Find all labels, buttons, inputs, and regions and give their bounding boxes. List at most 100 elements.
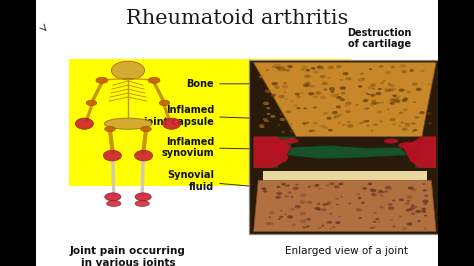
Circle shape (408, 186, 414, 190)
Circle shape (366, 107, 369, 109)
Circle shape (335, 198, 339, 200)
Circle shape (380, 194, 383, 197)
Circle shape (379, 206, 384, 209)
Circle shape (428, 84, 431, 85)
Circle shape (320, 96, 326, 99)
Circle shape (332, 226, 336, 228)
Circle shape (390, 88, 396, 91)
Circle shape (381, 82, 384, 84)
Circle shape (392, 200, 396, 202)
Text: Inflamed
joint capsule: Inflamed joint capsule (143, 105, 256, 127)
Circle shape (371, 102, 377, 105)
Circle shape (398, 125, 401, 127)
Circle shape (338, 114, 342, 116)
Circle shape (369, 103, 375, 106)
Circle shape (312, 95, 318, 98)
Circle shape (338, 183, 342, 185)
Circle shape (329, 213, 332, 215)
Circle shape (322, 203, 328, 206)
Circle shape (315, 207, 320, 210)
Circle shape (388, 89, 393, 91)
Circle shape (411, 206, 416, 209)
Circle shape (400, 64, 406, 68)
Circle shape (263, 102, 269, 105)
Circle shape (310, 92, 313, 93)
Circle shape (282, 69, 285, 72)
Circle shape (334, 117, 337, 118)
Bar (0, 0, 36, 266)
Circle shape (406, 209, 411, 212)
Circle shape (258, 124, 264, 127)
Circle shape (414, 206, 418, 208)
Circle shape (266, 120, 269, 122)
Circle shape (285, 110, 291, 113)
Circle shape (313, 185, 319, 188)
Circle shape (280, 118, 285, 121)
Circle shape (356, 208, 361, 211)
Circle shape (329, 182, 334, 185)
Circle shape (328, 129, 333, 131)
Circle shape (278, 69, 282, 71)
Circle shape (420, 210, 426, 213)
Circle shape (424, 215, 427, 217)
Circle shape (311, 129, 316, 132)
Polygon shape (287, 146, 408, 159)
Circle shape (422, 200, 428, 203)
Circle shape (329, 228, 333, 230)
Circle shape (370, 189, 373, 190)
Circle shape (268, 216, 271, 218)
Circle shape (329, 87, 335, 90)
Circle shape (395, 95, 400, 98)
Circle shape (407, 200, 410, 202)
Circle shape (390, 102, 395, 105)
Circle shape (389, 84, 395, 87)
Circle shape (334, 115, 340, 118)
Circle shape (286, 184, 290, 187)
Circle shape (405, 123, 410, 126)
Circle shape (300, 194, 306, 197)
Circle shape (336, 94, 339, 95)
Circle shape (283, 82, 287, 84)
Circle shape (411, 205, 414, 206)
Circle shape (387, 83, 392, 85)
Circle shape (336, 105, 341, 108)
Circle shape (405, 124, 411, 127)
Circle shape (336, 221, 341, 224)
Circle shape (372, 100, 376, 102)
Circle shape (278, 218, 281, 220)
Circle shape (305, 69, 310, 72)
Circle shape (426, 112, 431, 115)
Circle shape (409, 207, 414, 211)
Circle shape (347, 124, 354, 128)
Circle shape (422, 189, 427, 192)
Ellipse shape (135, 201, 149, 206)
Circle shape (416, 88, 422, 91)
Circle shape (399, 198, 404, 201)
Circle shape (285, 69, 291, 72)
Bar (249, 60, 441, 234)
Circle shape (313, 106, 317, 108)
Circle shape (393, 98, 400, 101)
Circle shape (270, 94, 276, 97)
Circle shape (272, 82, 278, 86)
Ellipse shape (398, 142, 417, 149)
Text: Rheumatoid arthritis: Rheumatoid arthritis (126, 9, 348, 28)
Circle shape (303, 84, 310, 87)
Circle shape (415, 210, 421, 213)
Circle shape (321, 82, 328, 85)
Circle shape (274, 64, 281, 67)
Circle shape (324, 126, 328, 129)
Circle shape (339, 182, 344, 185)
Circle shape (308, 92, 314, 95)
Circle shape (371, 84, 376, 87)
Circle shape (390, 98, 396, 102)
Circle shape (301, 66, 307, 69)
Circle shape (391, 99, 395, 102)
Circle shape (381, 191, 384, 193)
Ellipse shape (75, 118, 93, 129)
Circle shape (381, 102, 384, 103)
Circle shape (272, 65, 277, 68)
Circle shape (377, 191, 383, 194)
Circle shape (428, 122, 432, 125)
Circle shape (306, 218, 311, 221)
